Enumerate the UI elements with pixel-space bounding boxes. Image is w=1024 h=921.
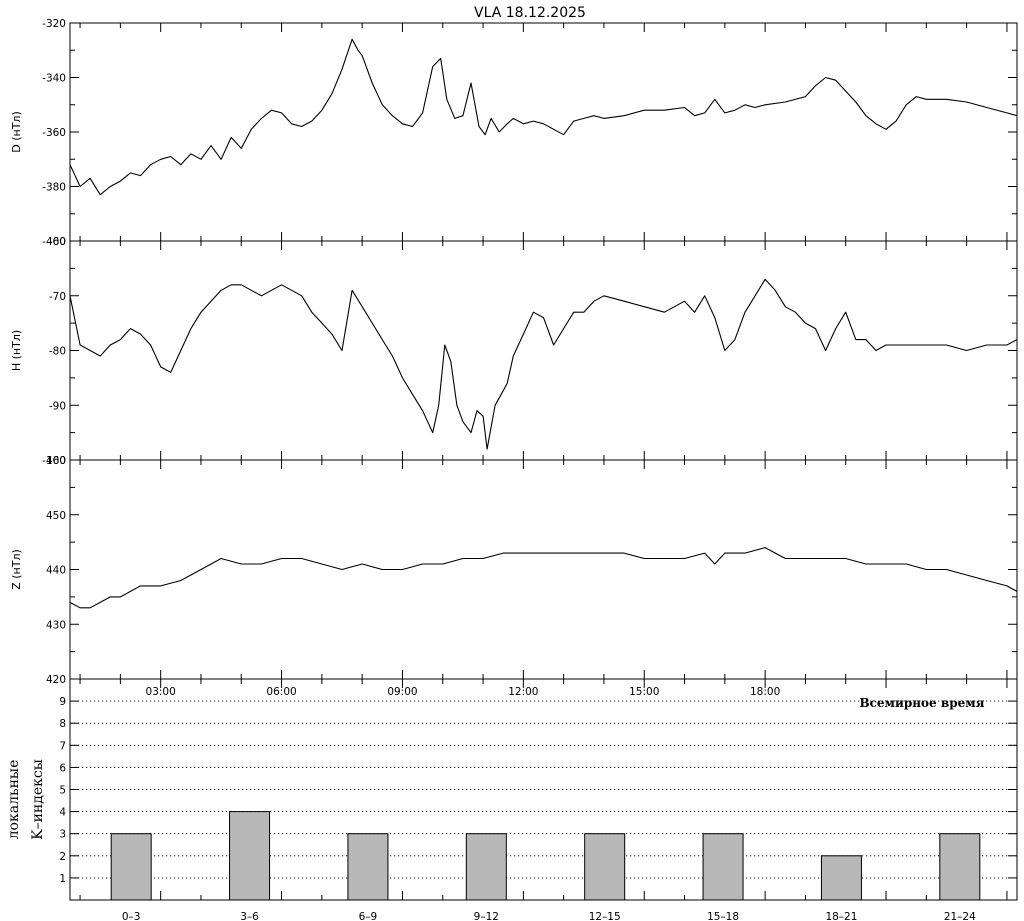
k-index-bar — [939, 833, 981, 901]
time-axis-label: Всемирное время — [859, 696, 984, 710]
x-category-label: 0–3 — [122, 911, 141, 921]
y-axis-label: локальные — [6, 760, 22, 840]
y-tick-label: 8 — [59, 718, 66, 730]
y-axis-label-2: K–индексы — [30, 759, 46, 840]
x-category-label: 12–15 — [589, 911, 621, 921]
y-tick-label: 2 — [59, 851, 66, 863]
y-axis-label: H (нТл) — [10, 330, 23, 371]
series-line-2 — [69, 278, 1018, 450]
y-tick-label: -320 — [42, 18, 66, 30]
y-tick-label: 440 — [46, 565, 66, 577]
k-index-bar — [110, 833, 152, 901]
y-tick-label: -80 — [49, 346, 66, 358]
panel-frame-3 — [69, 459, 1018, 680]
panel-frame-1 — [69, 22, 1018, 242]
x-category-label: 15–18 — [707, 911, 739, 921]
y-tick-label: -90 — [49, 400, 66, 412]
x-category-label: 3–6 — [240, 911, 259, 921]
time-tick-label: 15:00 — [629, 686, 659, 698]
y-tick-label: 4 — [59, 807, 66, 819]
y-tick-label: -100 — [42, 455, 66, 467]
x-category-label: 6–9 — [359, 911, 378, 921]
y-tick-label: 430 — [46, 619, 66, 631]
time-tick-label: 03:00 — [146, 686, 176, 698]
y-tick-label: -70 — [49, 291, 66, 303]
k-index-bar — [584, 833, 626, 901]
chart-title: VLA 18.12.2025 — [474, 5, 586, 21]
y-tick-label: 1 — [59, 873, 66, 885]
x-category-label: 21–24 — [944, 911, 976, 921]
y-tick-label: -400 — [42, 236, 66, 248]
series-line-1 — [69, 38, 1018, 196]
y-axis-label: Z (нТл) — [10, 549, 23, 590]
panel-frame-2 — [69, 240, 1018, 461]
k-index-bar — [702, 833, 744, 901]
y-tick-label: 450 — [46, 510, 66, 522]
k-index-bar — [465, 833, 507, 901]
y-tick-label: 7 — [59, 740, 66, 752]
y-axis-label: D (нТл) — [10, 111, 23, 153]
y-tick-label: 420 — [46, 674, 66, 686]
time-tick-label: 18:00 — [750, 686, 780, 698]
series-line-3 — [69, 547, 1018, 609]
panels: -320 -340 -360 -380 -400 D (нТл) -60 -70 -80 -90 -… — [6, 18, 1018, 921]
y-tick-label: 6 — [59, 762, 66, 774]
x-category-label: 9–12 — [474, 911, 499, 921]
y-tick-label: 9 — [59, 696, 66, 708]
y-tick-label: 5 — [59, 785, 66, 797]
time-tick-label: 09:00 — [387, 686, 417, 698]
k-index-bar — [229, 811, 271, 901]
k-index-bar — [820, 855, 862, 901]
time-tick-label: 12:00 — [508, 686, 538, 698]
y-tick-label: -60 — [49, 236, 66, 248]
x-category-label: 18–21 — [825, 911, 857, 921]
k-index-bar — [347, 833, 389, 901]
y-tick-label: 3 — [59, 829, 66, 841]
y-tick-label: -380 — [42, 182, 66, 194]
y-tick-label: -360 — [42, 127, 66, 139]
y-tick-label: 460 — [46, 455, 66, 467]
time-tick-label: 06:00 — [266, 686, 296, 698]
y-tick-label: -340 — [42, 73, 66, 85]
